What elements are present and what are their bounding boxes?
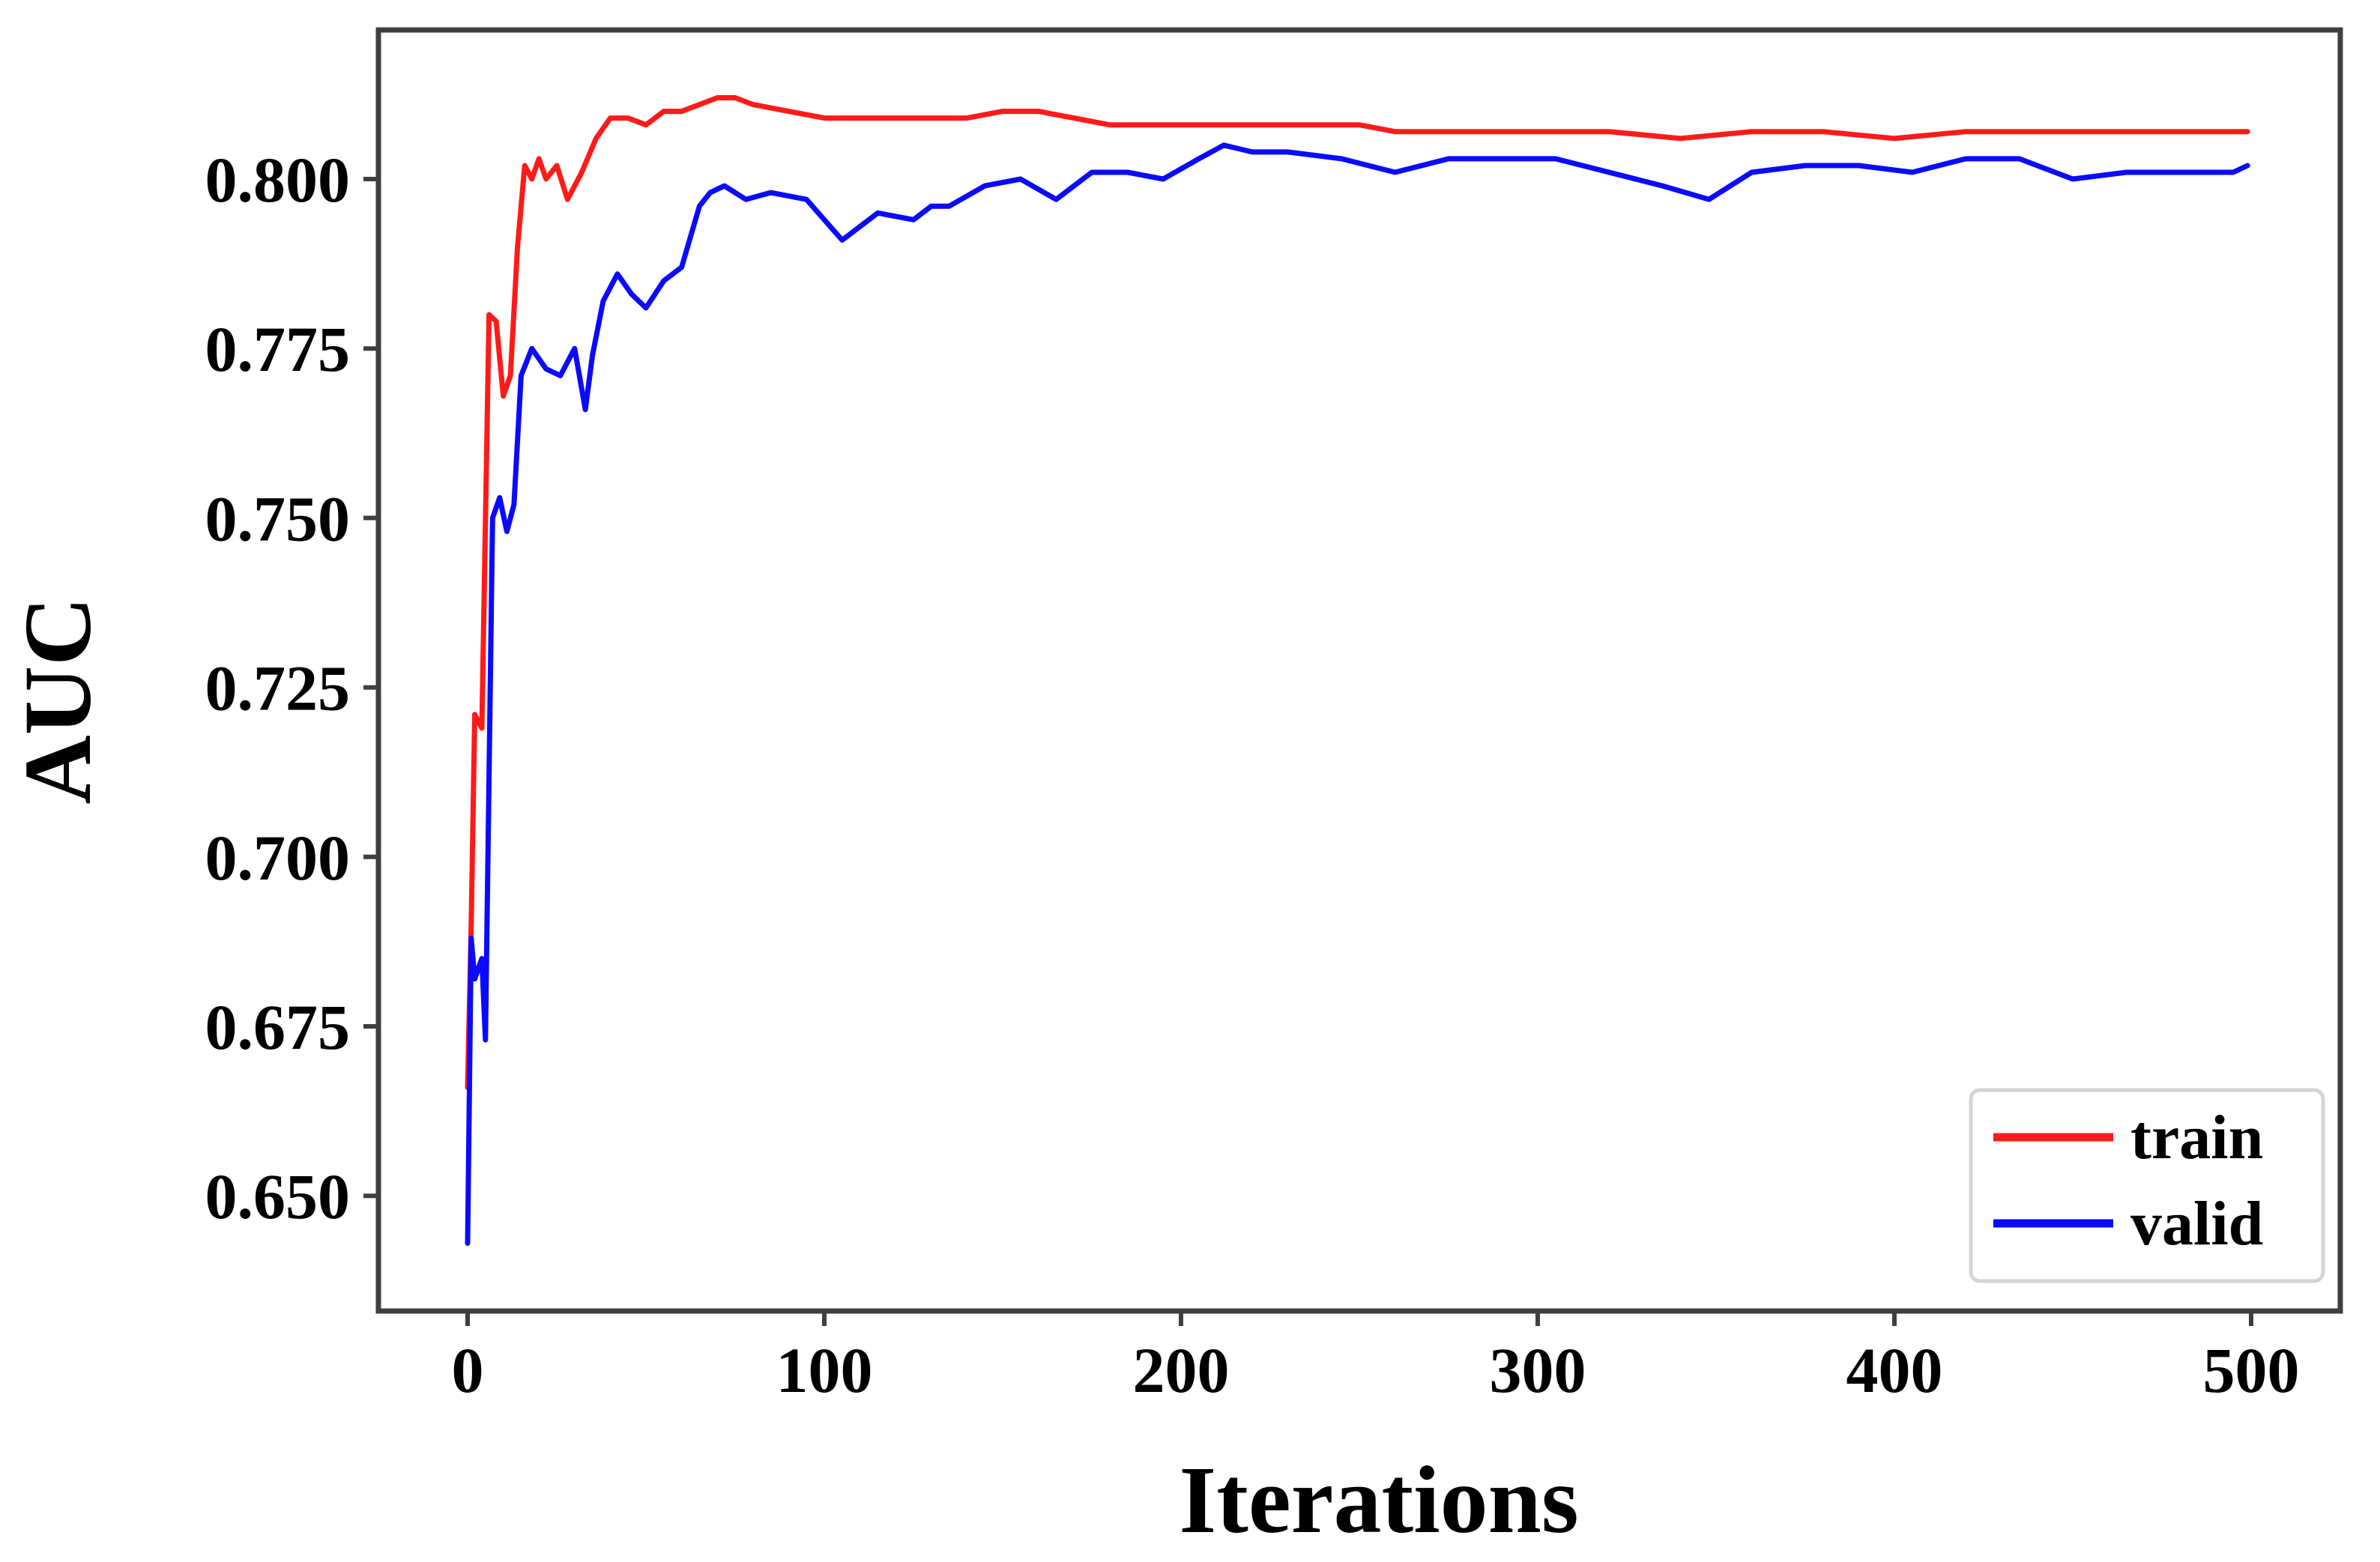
x-axis-ticks: 0 100 200 300 400 500 — [452, 1311, 2300, 1406]
y-axis-title: AUC — [4, 596, 111, 804]
y-tick-label: 0.675 — [205, 991, 351, 1063]
series-layer — [465, 95, 2250, 1246]
x-axis-title: Iterations — [1179, 1447, 1578, 1553]
y-tick-label: 0.775 — [205, 313, 351, 385]
y-tick-label: 0.725 — [205, 653, 351, 724]
x-tick-label: 200 — [1133, 1334, 1230, 1406]
plot-frame — [375, 27, 2343, 1314]
series-line-valid — [465, 142, 2250, 1246]
legend-label-train: train — [2130, 1103, 2263, 1172]
x-tick-label: 500 — [2203, 1334, 2300, 1406]
y-tick-label: 0.800 — [205, 144, 351, 216]
y-tick-label: 0.650 — [205, 1160, 351, 1232]
legend: train valid — [1969, 1088, 2325, 1283]
x-tick-label: 0 — [452, 1334, 484, 1406]
x-tick-label: 400 — [1846, 1334, 1943, 1406]
series-line-train — [465, 95, 2250, 1090]
x-tick-label: 100 — [776, 1334, 873, 1406]
y-axis-ticks: 0.650 0.675 0.700 0.725 0.750 0.775 0.800 — [205, 144, 378, 1232]
x-tick-label: 300 — [1490, 1334, 1586, 1406]
y-tick-label: 0.700 — [205, 822, 351, 894]
y-tick-label: 0.750 — [205, 482, 351, 554]
legend-label-valid: valid — [2130, 1189, 2263, 1259]
